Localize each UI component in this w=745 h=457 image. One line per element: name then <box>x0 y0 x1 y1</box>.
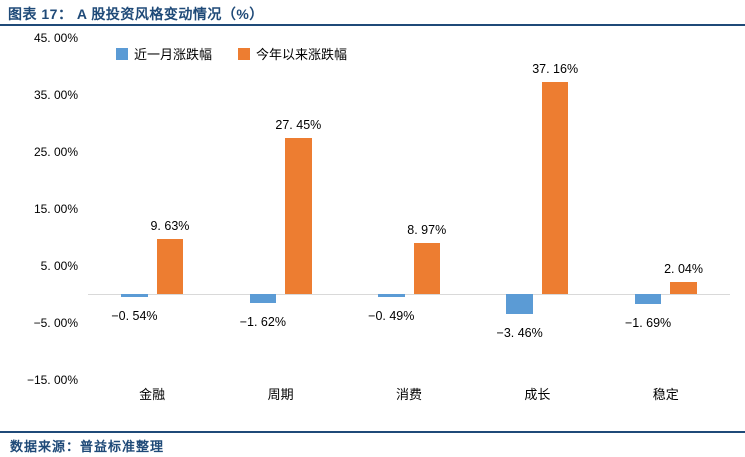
data-source: 数据来源：普益标准整理 <box>10 439 165 454</box>
bar-value-label: −1. 69% <box>624 315 672 330</box>
bar-one-month <box>121 294 148 298</box>
bar-ytd <box>413 242 440 294</box>
bar-value-label: −0. 49% <box>368 308 415 323</box>
bar-ytd <box>670 282 697 294</box>
bar-value-label: −1. 62% <box>239 315 286 330</box>
y-axis-tick-label: 15. 00% <box>33 201 78 216</box>
source-divider <box>0 431 745 433</box>
bar-one-month <box>506 294 533 314</box>
bar-one-month <box>378 294 405 297</box>
legend-label: 今年以来涨跌幅 <box>256 47 348 62</box>
y-axis-tick-label: 5. 00% <box>40 258 78 273</box>
legend-item-ytd: 今年以来涨跌幅 <box>238 44 347 63</box>
bar-value-label: 37. 16% <box>532 62 579 77</box>
bar-ytd <box>285 137 312 294</box>
bar-one-month <box>634 294 662 304</box>
y-axis-tick-label: 45. 00% <box>33 30 78 45</box>
bar-value-label: −0. 54% <box>111 309 158 324</box>
legend-color-swatch <box>116 47 128 60</box>
bar-chart: 近一月涨跌幅 今年以来涨跌幅 45. 00% 35. 00% 25. 00% 15. 0… <box>0 26 745 431</box>
category-label: 成长 <box>524 387 551 402</box>
category-label: 消费 <box>395 387 422 402</box>
legend-label: 近一月涨跌幅 <box>134 47 213 62</box>
x-axis-line <box>88 294 730 295</box>
y-axis-tick-label: −5. 00% <box>33 315 78 330</box>
category-label: 稳定 <box>652 387 679 402</box>
legend-color-swatch <box>238 47 251 60</box>
category-label: 周期 <box>267 387 294 402</box>
chart-legend: 近一月涨跌幅 今年以来涨跌幅 <box>116 44 347 63</box>
category-label: 金融 <box>139 387 166 402</box>
bar-value-label: −3. 46% <box>496 325 543 340</box>
title-divider <box>0 24 745 26</box>
bar-value-label: 27. 45% <box>275 117 322 132</box>
y-axis-tick-label: 25. 00% <box>33 144 78 159</box>
y-axis-tick-label: 35. 00% <box>33 87 78 102</box>
bar-one-month <box>249 294 277 304</box>
figure-title: 图表 17： A 股投资风格变动情况（%） <box>8 6 264 22</box>
y-axis-tick-label: −15. 00% <box>26 372 78 387</box>
bar-ytd <box>156 239 184 294</box>
bar-value-label: 9. 63% <box>150 219 190 234</box>
bar-ytd <box>541 82 569 294</box>
bar-value-label: 8. 97% <box>407 222 447 237</box>
bar-value-label: 2. 04% <box>664 262 703 277</box>
legend-item-one-month: 近一月涨跌幅 <box>116 44 212 63</box>
